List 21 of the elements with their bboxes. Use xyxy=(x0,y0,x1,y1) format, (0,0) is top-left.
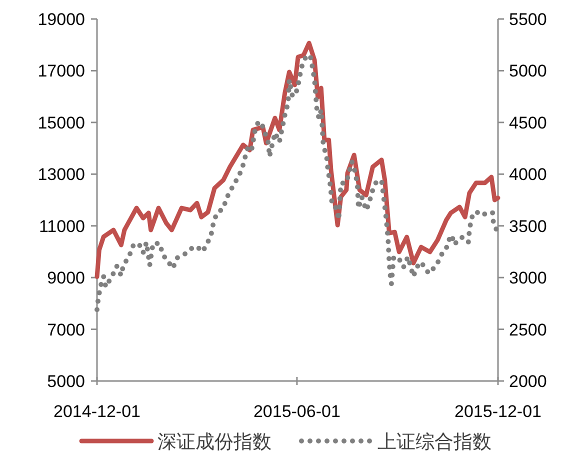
y-tick-label: 7000 xyxy=(47,320,85,340)
y2-tick-label: 4500 xyxy=(509,113,547,132)
y-tick-label: 15000 xyxy=(38,113,85,132)
x-tick-label: 2014-12-01 xyxy=(54,402,140,421)
x-tick-label: 2015-06-01 xyxy=(253,402,340,421)
x-tick-label: 2015-12-01 xyxy=(454,402,542,421)
y-tick-label: 9000 xyxy=(47,268,85,288)
y-tick-label: 19000 xyxy=(38,10,85,29)
y2-tick-label: 2000 xyxy=(509,372,547,391)
legend-label: 深证成份指数 xyxy=(158,432,272,453)
y2-tick-label: 4000 xyxy=(509,165,547,184)
y2-tick-label: 3500 xyxy=(509,216,547,236)
y2-tick-label: 3000 xyxy=(509,268,547,288)
legend-label: 上证综合指数 xyxy=(378,432,492,453)
y-tick-label: 17000 xyxy=(38,62,85,81)
y-tick-label: 13000 xyxy=(38,165,85,184)
y2-tick-label: 5000 xyxy=(509,62,547,81)
y-tick-label: 5000 xyxy=(47,372,85,391)
y2-tick-label: 5500 xyxy=(509,10,547,29)
y-tick-label: 11000 xyxy=(38,216,85,236)
y2-tick-label: 2500 xyxy=(509,320,547,340)
